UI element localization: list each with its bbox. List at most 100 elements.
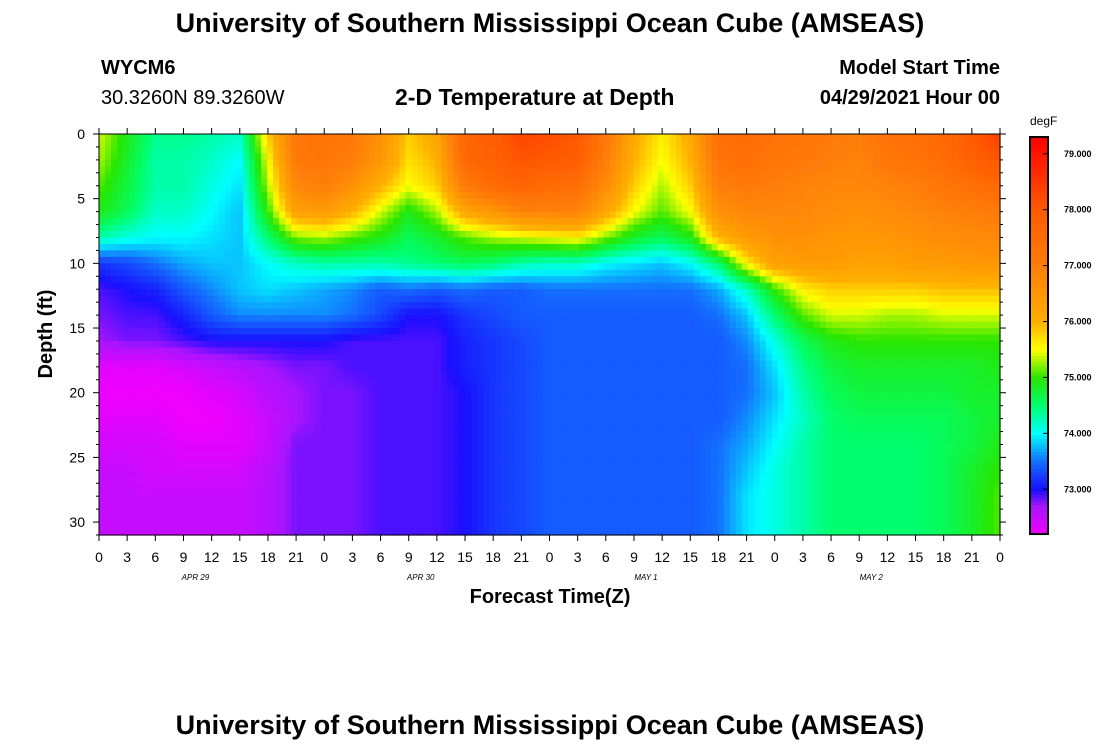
heatmap-cell [975,192,983,200]
heatmap-cell [837,321,845,329]
heatmap-cell [879,153,887,161]
heatmap-cell [831,224,839,232]
heatmap-cell [213,231,220,239]
heatmap-cell [405,263,412,271]
heatmap-cell [465,185,473,193]
heatmap-cell [537,256,545,264]
heatmap-cell [513,159,521,167]
heatmap-cell [783,263,791,271]
heatmap-cell [447,334,454,342]
heatmap-cell [705,276,713,284]
heatmap-cell [663,269,671,277]
heatmap-cell [951,218,959,226]
heatmap-cell [117,243,124,252]
heatmap-cell [531,340,539,349]
heatmap-cell [279,211,286,219]
heatmap-cell [933,185,941,193]
heatmap-cell [471,289,479,297]
heatmap-cell [333,205,340,213]
heatmap-cell [531,179,539,187]
heatmap-cell [735,218,743,226]
heatmap-cell [681,211,689,219]
heatmap-cell [897,302,905,310]
heatmap-cell [813,295,821,303]
heatmap-cell [321,243,328,252]
heatmap-cell [951,315,959,323]
heatmap-cell [411,328,418,336]
heatmap-cell [915,179,923,187]
heatmap-cell [381,289,388,297]
heatmap-cell [189,302,196,310]
heatmap-cell [273,250,280,258]
heatmap-cell [399,269,406,277]
heatmap-cell [381,237,388,245]
heatmap-cell [915,237,923,245]
heatmap-cell [609,159,617,167]
heatmap-cell [525,269,533,277]
heatmap-cell [831,328,839,336]
heatmap-cell [579,340,587,349]
heatmap-cell [837,224,845,232]
heatmap-cell [453,134,460,142]
heatmap-cell [435,224,442,232]
heatmap-cell [363,179,370,187]
heatmap-cell [987,308,995,316]
heatmap-cell [975,211,983,219]
heatmap-cell [861,198,869,206]
heatmap-cell [291,282,298,290]
heatmap-cell [471,269,479,277]
heatmap-cell [441,224,448,232]
heatmap-cell [513,321,521,329]
heatmap-cell [729,231,737,239]
heatmap-cell [423,276,430,284]
heatmap-cell [393,159,400,167]
heatmap-cell [459,134,467,142]
heatmap-cell [99,308,106,316]
heatmap-cell [633,185,641,193]
heatmap-cell [237,282,244,290]
heatmap-cell [105,237,112,245]
heatmap-cell [825,282,833,290]
heatmap-cell [399,250,406,258]
heatmap-cell [525,231,533,239]
heatmap-cell [909,166,917,174]
heatmap-cell [801,231,809,239]
heatmap-cell [897,289,905,297]
heatmap-cell [561,205,569,213]
heatmap-cell [435,198,442,206]
heatmap-cell [261,347,268,355]
heatmap-cell [975,237,983,245]
heatmap-cell [855,185,863,193]
heatmap-cell [753,250,761,258]
heatmap-cell [351,218,358,226]
heatmap-cell [165,159,172,167]
heatmap-cell [705,224,713,232]
heatmap-cell [645,185,653,193]
heatmap-cell [99,347,106,355]
heatmap-cell [273,237,280,245]
heatmap-cell [633,218,641,226]
heatmap-cell [381,282,388,290]
heatmap-cell [363,340,370,349]
heatmap-cell [375,295,382,303]
heatmap-cell [585,134,593,142]
heatmap-cell [801,211,809,219]
heatmap-cell [855,282,863,290]
heatmap-cell [285,231,292,239]
heatmap-cell [291,179,298,187]
heatmap-cell [603,237,611,245]
heatmap-cell [405,328,412,336]
heatmap-cell [207,250,214,258]
heatmap-cell [477,159,485,167]
heatmap-cell [855,276,863,284]
heatmap-cell [183,269,190,277]
heatmap-cell [519,159,527,167]
heatmap-cell [819,211,827,219]
heatmap-cell [315,224,322,232]
heatmap-cell [921,276,929,284]
heatmap-cell [951,302,959,310]
heatmap-cell [399,172,406,180]
heatmap-cell [225,347,232,355]
heatmap-cell [405,159,412,167]
heatmap-cell [489,243,497,252]
